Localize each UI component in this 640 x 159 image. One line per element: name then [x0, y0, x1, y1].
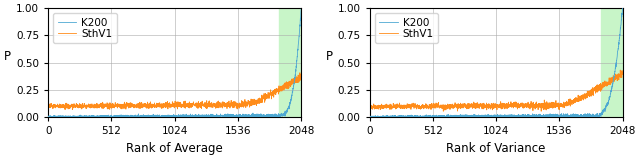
K200 — [439, 115, 447, 117]
Line: K200: K200 — [369, 8, 623, 117]
SthV1 — [616, 69, 624, 71]
Bar — [279, 8, 301, 117]
SthV1 — [118, 105, 125, 107]
K200 — [492, 115, 500, 117]
K200 — [497, 115, 505, 117]
K200 — [298, 8, 305, 10]
K200 — [619, 7, 627, 9]
K200 — [45, 116, 52, 118]
K200 — [175, 114, 183, 116]
Y-axis label: P: P — [4, 50, 11, 63]
Line: SthV1: SthV1 — [369, 70, 623, 111]
SthV1 — [497, 105, 504, 107]
K200 — [552, 115, 560, 117]
X-axis label: Rank of Variance: Rank of Variance — [447, 142, 546, 155]
SthV1 — [141, 104, 149, 106]
Line: SthV1: SthV1 — [48, 73, 301, 110]
X-axis label: Rank of Average: Rank of Average — [126, 142, 223, 155]
SthV1 — [298, 75, 305, 77]
K200 — [141, 116, 149, 118]
K200 — [366, 116, 374, 118]
SthV1 — [497, 106, 505, 108]
SthV1 — [230, 103, 238, 105]
SthV1 — [619, 72, 627, 73]
SthV1 — [175, 104, 183, 106]
SthV1 — [552, 100, 560, 102]
Legend: K200, SthV1: K200, SthV1 — [375, 13, 438, 43]
K200 — [44, 116, 52, 118]
SthV1 — [171, 106, 179, 108]
Y-axis label: P: P — [326, 50, 333, 63]
K200 — [118, 114, 125, 116]
K200 — [365, 115, 373, 117]
K200 — [230, 116, 238, 118]
SthV1 — [365, 106, 373, 108]
K200 — [497, 115, 504, 117]
Line: K200: K200 — [48, 9, 301, 117]
Bar — [601, 8, 623, 117]
SthV1 — [440, 110, 447, 112]
SthV1 — [176, 105, 184, 107]
K200 — [171, 115, 179, 117]
SthV1 — [296, 72, 304, 74]
K200 — [176, 114, 184, 116]
Legend: K200, SthV1: K200, SthV1 — [53, 13, 116, 43]
SthV1 — [492, 107, 500, 108]
SthV1 — [61, 109, 69, 111]
SthV1 — [439, 106, 447, 108]
SthV1 — [44, 104, 52, 106]
SthV1 — [463, 104, 470, 106]
K200 — [463, 116, 470, 118]
